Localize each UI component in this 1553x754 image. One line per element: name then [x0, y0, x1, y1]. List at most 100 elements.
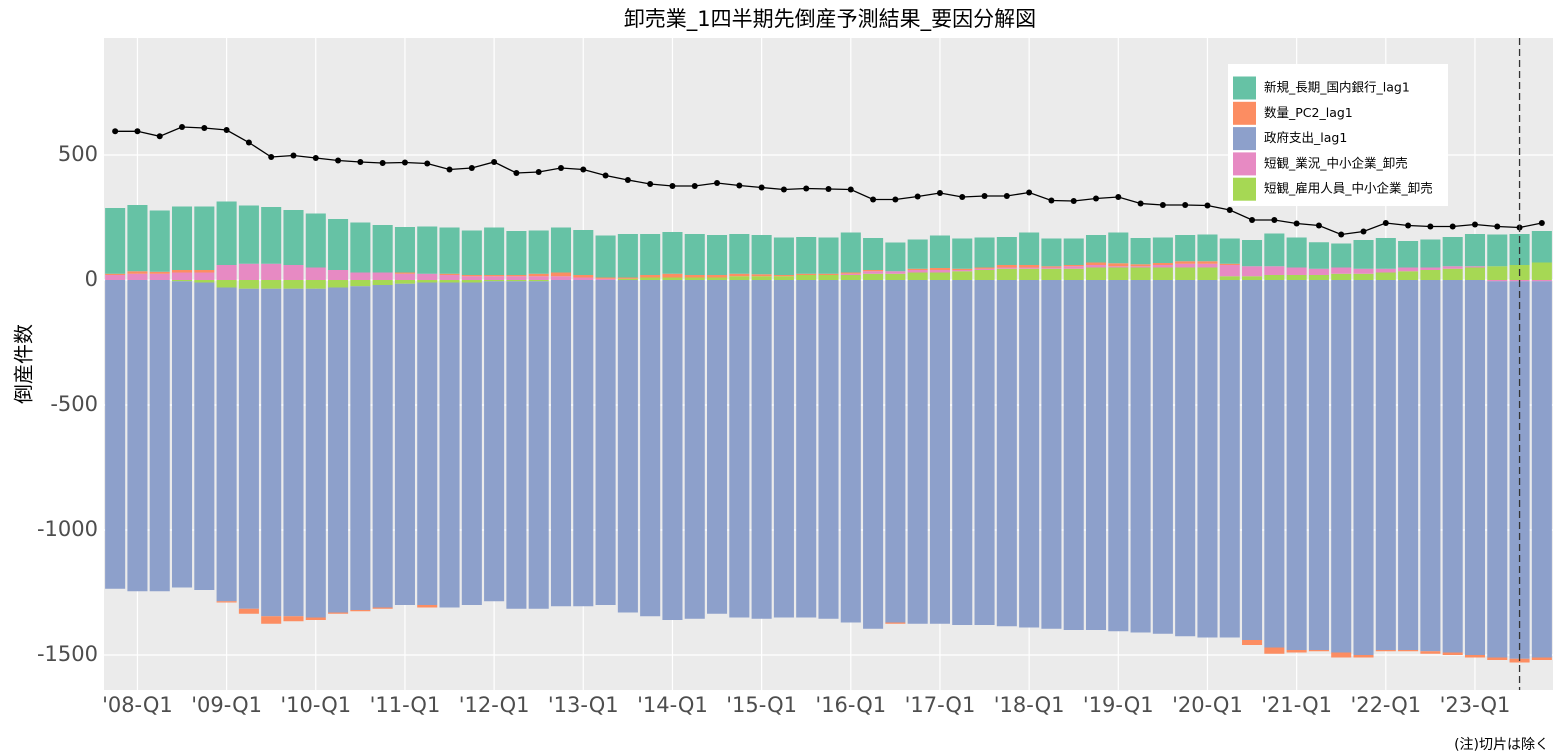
bar-segment — [662, 280, 683, 620]
bar-segment — [439, 275, 460, 280]
bar-segment — [1464, 280, 1486, 655]
bar-segment — [439, 280, 460, 283]
bar-segment — [617, 278, 638, 280]
bar-segment — [1442, 237, 1463, 267]
prediction-point — [1115, 194, 1122, 200]
bar-segment — [1197, 261, 1218, 264]
bar-segment — [952, 270, 973, 272]
legend-label: 新規_長期_国内銀行_lag1 — [1264, 80, 1410, 95]
bar-segment — [484, 275, 505, 277]
bar-segment — [885, 242, 906, 272]
bar-segment — [662, 232, 683, 274]
y-tick-label: -1000 — [37, 517, 98, 541]
bar-segment — [1264, 280, 1285, 648]
bar-segment — [1130, 264, 1151, 267]
bar-segment — [796, 275, 817, 280]
bar-segment — [707, 235, 728, 275]
x-tick-label: '11-Q1 — [370, 693, 441, 717]
bar-segment — [818, 273, 839, 275]
prediction-point — [112, 128, 119, 135]
legend: 新規_長期_国内銀行_lag1 数量_PC2_lag1 政府支出_lag1 短観_業況… — [1228, 64, 1448, 206]
bar-segment — [417, 226, 438, 274]
y-tick-label: -1500 — [37, 642, 98, 666]
bar-segment — [1308, 280, 1329, 650]
bar-segment — [1041, 266, 1062, 268]
bar-segment — [595, 235, 616, 278]
x-tick-label: '08-Q1 — [102, 693, 173, 717]
bar-segment — [194, 272, 215, 280]
bar-segment — [1353, 240, 1374, 269]
bar-segment — [528, 276, 549, 280]
prediction-point — [1137, 200, 1144, 207]
bar-segment — [305, 280, 326, 289]
bar-segment — [885, 280, 906, 623]
bar-segment — [461, 230, 482, 275]
bar-segment — [640, 277, 661, 280]
bar-segment — [283, 616, 304, 622]
bar-segment — [751, 280, 772, 619]
bar-segment — [305, 288, 326, 618]
bar-segment — [1152, 267, 1173, 280]
bar-segment — [1175, 280, 1196, 637]
bar-segment — [194, 280, 215, 283]
prediction-point — [134, 128, 141, 135]
bar-segment — [773, 237, 794, 275]
prediction-point — [468, 165, 475, 171]
bar-segment — [640, 280, 661, 617]
bar-segment — [261, 616, 282, 624]
bar-segment — [1063, 238, 1084, 265]
prediction-point — [1293, 220, 1300, 227]
bar-segment — [974, 267, 995, 269]
bar-segment — [1375, 272, 1396, 280]
prediction-point — [1338, 231, 1345, 238]
prediction-point — [892, 196, 899, 203]
bar-segment — [171, 206, 193, 270]
bar-segment — [1085, 265, 1107, 268]
bar-segment — [506, 231, 527, 275]
bar-segment — [1242, 266, 1263, 277]
bar-segment — [1331, 243, 1352, 268]
bar-segment — [773, 275, 794, 277]
prediction-point — [156, 133, 163, 140]
prediction-point — [1271, 217, 1278, 223]
prediction-point — [647, 181, 654, 187]
bar-segment — [929, 280, 950, 624]
bar-segment — [1041, 238, 1062, 267]
x-tick-label: '12-Q1 — [459, 693, 530, 717]
bar-segment — [952, 271, 973, 280]
bar-segment — [394, 227, 415, 273]
bar-segment — [1286, 280, 1307, 650]
bar-segment — [595, 280, 616, 605]
bar-segment — [840, 272, 861, 274]
bar-segment — [350, 280, 371, 287]
bar-segment — [1085, 280, 1107, 630]
bar-segment — [528, 273, 549, 277]
bar-segment — [729, 234, 750, 274]
bar-segment — [171, 272, 193, 280]
bar-segment — [1041, 267, 1062, 269]
bar-segment — [1531, 657, 1552, 660]
bar-segment — [417, 273, 438, 280]
bar-segment — [484, 280, 505, 282]
prediction-point — [424, 160, 431, 167]
bar-segment — [484, 281, 505, 602]
bar-segment — [1219, 276, 1240, 280]
bar-segment — [974, 237, 995, 268]
bar-segment — [372, 285, 393, 608]
bar-segment — [105, 280, 126, 589]
x-tick-label: '19-Q1 — [1083, 693, 1154, 717]
x-tick-label: '23-Q1 — [1440, 693, 1511, 717]
bar-segment — [929, 272, 950, 280]
prediction-point — [936, 190, 943, 196]
y-tick-label: -500 — [50, 392, 98, 416]
bar-segment — [1487, 657, 1508, 660]
bar-segment — [1286, 237, 1307, 268]
bar-segment — [394, 280, 415, 284]
bar-segment — [439, 227, 460, 274]
bar-segment — [1398, 271, 1419, 280]
bar-segment — [216, 265, 237, 280]
bar-segment — [149, 280, 170, 592]
bar-segment — [1130, 280, 1151, 633]
bar-segment — [818, 280, 839, 619]
chart-title: 卸売業_1四半期先倒産予測結果_要因分解図 — [624, 7, 1036, 32]
